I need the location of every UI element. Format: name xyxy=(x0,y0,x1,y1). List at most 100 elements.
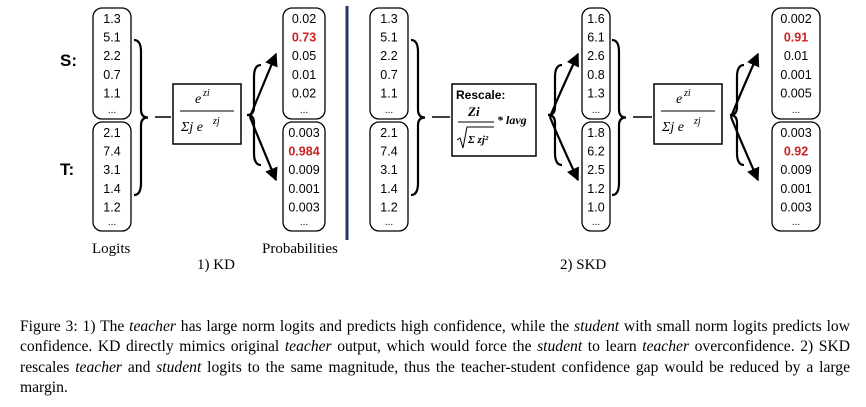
skd-t-rescaled-value: 1.8 xyxy=(587,126,604,140)
svg-text:zi: zi xyxy=(202,88,210,99)
skd-t-rescaled-value: 2.5 xyxy=(587,163,604,177)
kd-s-probs-value: 0.01 xyxy=(292,68,316,82)
skd-s-probs-value: 0.91 xyxy=(784,31,808,45)
skd-t-probs-bracket xyxy=(771,121,821,232)
kd-t-logits-bracket xyxy=(92,121,132,232)
skd-rescaled-brace xyxy=(611,38,627,197)
skd-s-logits-value: 5.1 xyxy=(380,31,397,45)
kd-s-probs-ellipsis: ... xyxy=(300,105,308,116)
kd-t-logits-value: 1.4 xyxy=(103,182,120,196)
skd-s-probs-value: 0.002 xyxy=(780,12,811,26)
skd-s-logits-value: 2.2 xyxy=(380,49,397,63)
kd-t-probs-value: 0.009 xyxy=(288,163,319,177)
rescale-denominator: Σ zj² xyxy=(467,134,489,146)
skd-s-logits-bracket xyxy=(369,7,409,120)
skd-t-rescaled-value: 1.2 xyxy=(587,182,604,196)
skd-t-logits-bracket xyxy=(369,121,409,232)
svg-text:Σj e: Σj e xyxy=(180,120,203,135)
svg-text:zj: zj xyxy=(212,116,220,127)
skd-t-logits-value: 3.1 xyxy=(380,163,397,177)
skd-t-probs-value: 0.003 xyxy=(780,126,811,140)
kd-t-probs-value: 0.984 xyxy=(288,145,319,159)
kd-t-logits-value: 7.4 xyxy=(103,145,120,159)
skd-s-rescaled-bracket xyxy=(581,7,611,120)
kd-s-logits-value: 1.3 xyxy=(103,12,120,26)
skd-t-rescaled-value: 1.0 xyxy=(587,200,604,214)
svg-text:zi: zi xyxy=(683,88,691,99)
kd-t-logits-ellipsis: ... xyxy=(108,217,116,228)
skd-s-rescaled-value: 6.1 xyxy=(587,31,604,45)
logits-label: Logits xyxy=(92,241,130,257)
svg-text:zj: zj xyxy=(693,116,701,127)
skd-s-probs-value: 0.01 xyxy=(784,49,808,63)
kd-output-arrow-up xyxy=(248,52,278,118)
kd-t-logits-value: 1.2 xyxy=(103,200,120,214)
kd-t-probs-bracket xyxy=(282,121,326,232)
skd-s-logits-value: 1.1 xyxy=(380,86,397,100)
skd-softmax-box: e zi Σj e zj xyxy=(653,83,723,145)
kd-s-probs-bracket xyxy=(282,7,326,120)
skd-s-logits-ellipsis: ... xyxy=(385,105,393,116)
skd-t-probs-ellipsis: ... xyxy=(792,217,800,228)
kd-s-logits-ellipsis: ... xyxy=(108,105,116,116)
figure-caption: Figure 3: 1) The teacher has large norm … xyxy=(20,318,851,396)
skd-t-rescaled-bracket xyxy=(581,121,611,232)
skd-rescale-arrow-up xyxy=(548,52,579,118)
skd-t-logits-value: 7.4 xyxy=(380,145,397,159)
skd-s-rescaled-value: 1.3 xyxy=(587,86,604,100)
skd-s-probs-bracket xyxy=(771,7,821,120)
skd-s-rescaled-value: 1.6 xyxy=(587,12,604,26)
skd-t-logits-value: 1.2 xyxy=(380,200,397,214)
kd-t-probs-value: 0.001 xyxy=(288,182,319,196)
kd-s-logits-value: 1.1 xyxy=(103,86,120,100)
skd-s-probs-value: 0.005 xyxy=(780,86,811,100)
kd-s-logits-value: 5.1 xyxy=(103,31,120,45)
skd-s-logits-value: 1.3 xyxy=(380,12,397,26)
skd-t-probs-value: 0.001 xyxy=(780,182,811,196)
kd-softmax-box: e zi Σj e zj xyxy=(172,83,242,145)
kd-output-brace xyxy=(246,63,262,167)
skd-t-logits-value: 2.1 xyxy=(380,126,397,140)
kd-t-probs-value: 0.003 xyxy=(288,200,319,214)
skd-output-arrow-down xyxy=(729,116,760,182)
kd-s-logits-value: 0.7 xyxy=(103,68,120,82)
kd-s-logits-value: 2.2 xyxy=(103,49,120,63)
skd-title: 2) SKD xyxy=(560,257,606,273)
skd-s-logits-value: 0.7 xyxy=(380,68,397,82)
skd-output-arrow-up xyxy=(729,52,760,118)
kd-s-logits-bracket xyxy=(92,7,132,120)
probabilities-label: Probabilities xyxy=(262,241,338,257)
skd-t-probs-value: 0.009 xyxy=(780,163,811,177)
kd-output-arrow-down xyxy=(248,116,278,182)
kd-s-probs-value: 0.73 xyxy=(292,31,316,45)
kd-t-probs-value: 0.003 xyxy=(288,126,319,140)
teacher-row-label: T: xyxy=(60,160,74,179)
rescale-title: Rescale: xyxy=(456,88,505,102)
skd-output-brace xyxy=(729,63,745,167)
skd-t-rescaled-value: 6.2 xyxy=(587,145,604,159)
kd-s-probs-value: 0.02 xyxy=(292,86,316,100)
skd-t-probs-value: 0.92 xyxy=(784,145,808,159)
svg-text:e: e xyxy=(676,92,682,107)
kd-t-logits-value: 3.1 xyxy=(103,163,120,177)
rescale-numerator: Zi xyxy=(467,104,480,119)
skd-t-rescaled-ellipsis: ... xyxy=(592,217,600,228)
skd-t-probs-value: 0.003 xyxy=(780,200,811,214)
skd-s-probs-ellipsis: ... xyxy=(792,105,800,116)
student-row-label: S: xyxy=(60,51,77,70)
skd-s-rescaled-value: 2.6 xyxy=(587,49,604,63)
rescale-multiplier: * lavg xyxy=(497,113,527,127)
svg-text:Σj e: Σj e xyxy=(661,120,684,135)
skd-s-rescaled-value: 0.8 xyxy=(587,68,604,82)
skd-s-rescaled-ellipsis: ... xyxy=(592,105,600,116)
kd-t-probs-ellipsis: ... xyxy=(300,217,308,228)
skd-t-logits-ellipsis: ... xyxy=(385,217,393,228)
svg-text:e: e xyxy=(195,92,201,107)
kd-s-probs-value: 0.05 xyxy=(292,49,316,63)
skd-input-brace xyxy=(410,38,426,197)
kd-t-logits-value: 2.1 xyxy=(103,126,120,140)
skd-rescale-arrow-down xyxy=(548,116,579,182)
skd-diagram: S: T: e zi Σj e zj Rescale: Zi Σ zj² * l… xyxy=(60,6,821,273)
skd-s-probs-value: 0.001 xyxy=(780,68,811,82)
kd-input-brace xyxy=(133,38,149,197)
